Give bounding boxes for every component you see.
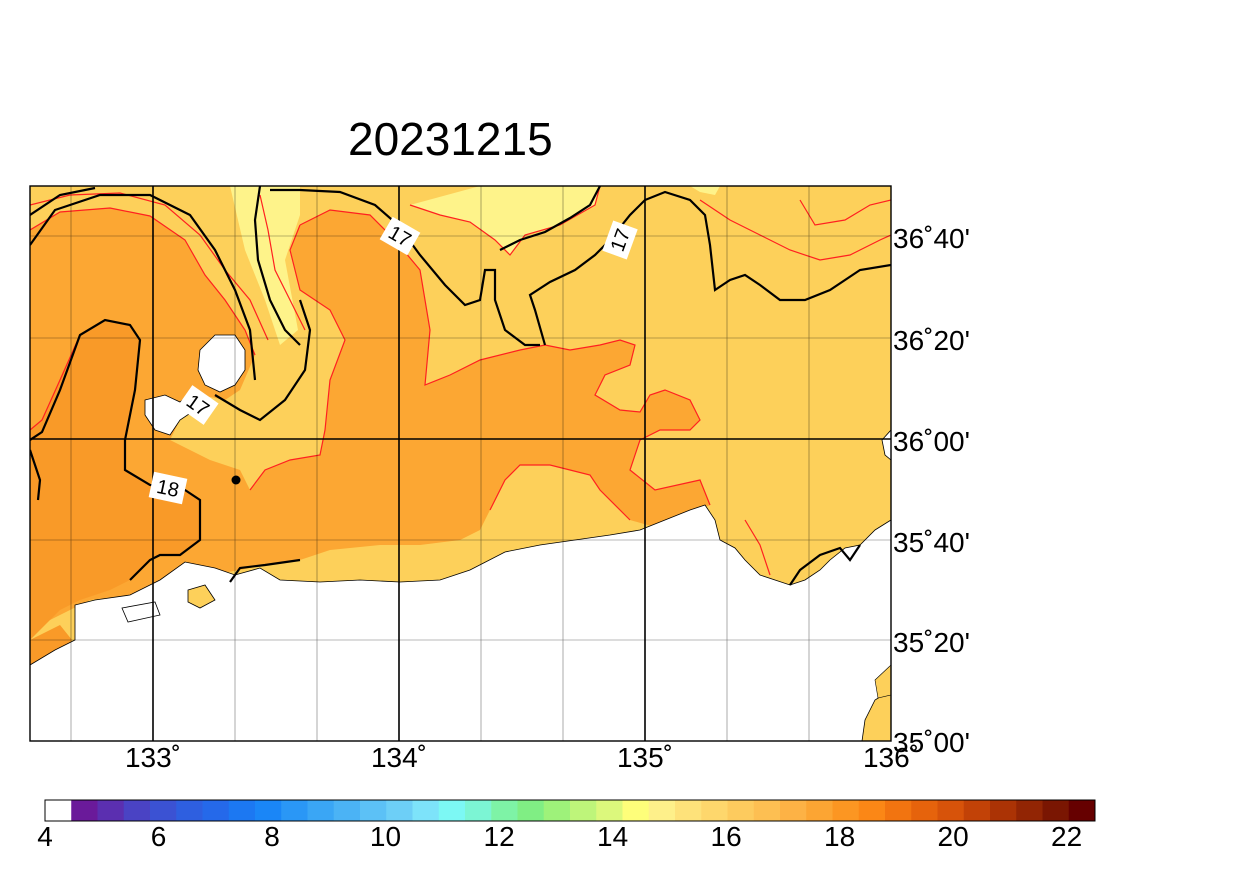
lat-tick-label: 36˚40' [893,223,970,254]
sst-band-18-5b [30,625,72,665]
colorbar-swatch [1068,800,1096,821]
land-islet-a [187,584,216,609]
lon-tick-label: 134˚ [371,742,427,773]
colorbar-swatch [753,800,781,821]
colorbar-tick-label: 18 [824,821,855,852]
land-east-islet [874,664,891,699]
colorbar-labels: 4 6 8 10 12 14 16 18 20 22 [37,821,1082,852]
colorbar-swatch [806,800,833,821]
colorbar-frame [44,799,1096,822]
sst-band-16 [230,186,300,345]
map-title: 20231215 [348,113,553,165]
colorbar-swatch [990,800,1017,821]
colorbar-swatch [412,800,440,821]
colorbar-swatch [858,800,886,821]
colorbar-swatch [963,800,991,821]
lon-tick-label: 136˚ [863,742,919,773]
lon-axis: 133˚ 134˚ 135˚ 136˚ [125,742,919,773]
lat-axis: 36˚40' 36˚20' 36˚00' 35˚40' 35˚20' 35˚00… [893,223,970,758]
contour-label-2: 17 [602,220,638,260]
colorbar-swatch [255,800,282,821]
lat-tick-label: 35˚00' [893,727,970,758]
colorbar-swatch [97,800,125,821]
colorbar-swatch [491,800,518,821]
colorbar-swatch [307,800,335,821]
colorbar [45,800,1096,821]
colorbar-tick-label: 8 [264,821,280,852]
colorbar-swatch [150,800,177,821]
sst-band-16c [690,186,720,195]
colorbar-tick-label: 16 [711,821,742,852]
sst-band-18-5 [30,320,200,640]
land-oki-dogo [197,334,246,393]
colorbar-tick-label: 6 [151,821,167,852]
lat-tick-label: 36˚00' [893,426,970,457]
colorbar-swatch [281,800,308,821]
colorbar-swatch [176,800,203,821]
colorbar-swatch [727,800,755,821]
land-east [881,429,891,461]
sst-field: 17 17 17 18 [30,186,891,741]
colorbar-tick-label: 20 [938,821,969,852]
colorbar-swatch [543,800,571,821]
colorbar-swatch [333,800,361,821]
colorbar-swatch [123,800,151,821]
lat-tick-label: 36˚20' [893,325,970,356]
colorbar-swatch [780,800,807,821]
colorbar-swatch [622,800,650,821]
colorbar-swatch [71,800,98,821]
colorbar-swatch [1042,800,1070,821]
colorbar-swatch [228,800,256,821]
graticule-minor [30,186,891,741]
contour-label-4: 18 [148,471,188,505]
isotherms-red [30,186,891,576]
colorbar-swatch [517,800,545,821]
colorbar-tick-label: 4 [37,821,53,852]
colorbar-swatch [202,800,230,821]
lat-tick-label: 35˚20' [893,627,970,658]
colorbar-tick-label: 22 [1051,821,1082,852]
colorbar-swatch [911,800,938,821]
colorbar-swatch [937,800,965,821]
sst-band-16b [410,186,600,255]
colorbar-swatch [701,800,728,821]
colorbar-swatch [45,800,72,821]
lon-tick-label: 133˚ [125,742,181,773]
colorbar-tick-label: 10 [370,821,401,852]
contour-label-text: 18 [155,476,181,502]
station-marker [231,475,241,485]
isotherms-black [30,186,891,586]
colorbar-swatch [465,800,492,821]
land-islet-b [121,601,161,623]
graticule-major [30,186,891,741]
colorbar-swatch [675,800,702,821]
land-honshu [30,504,891,741]
lat-tick-label: 35˚40' [893,527,970,558]
colorbar-tick-label: 14 [597,821,628,852]
colorbar-swatch [832,800,860,821]
map-frame [29,185,892,742]
colorbar-swatch [1016,800,1043,821]
colorbar-swatch [386,800,413,821]
lon-tick-label: 135˚ [617,742,673,773]
colorbar-swatch [596,800,623,821]
colorbar-swatch [438,800,466,821]
colorbar-swatch [648,800,676,821]
colorbar-tick-label: 12 [484,821,515,852]
colorbar-swatch [570,800,597,821]
colorbar-swatch [885,800,912,821]
colorbar-swatch [360,800,387,821]
